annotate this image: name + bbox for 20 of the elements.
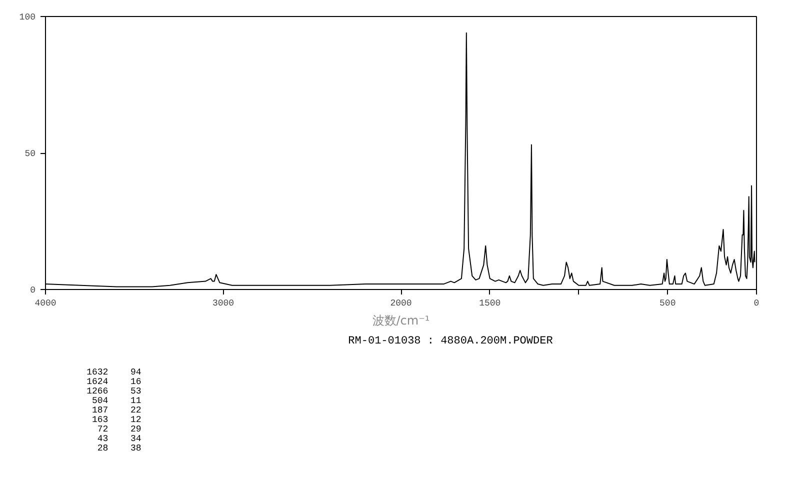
text: 163 12 <box>92 415 142 425</box>
text: RM-01-01038 : 4880A.200M.POWDER <box>348 336 554 348</box>
x-tick-label: 0 <box>754 298 760 308</box>
x-tick-label: 500 <box>660 298 676 308</box>
text: 1632 94 <box>86 368 142 378</box>
y-tick-label: 100 <box>19 12 36 22</box>
text: 504 11 <box>92 396 142 406</box>
x-tick-label: 3000 <box>212 298 234 308</box>
x-tick-label: 2000 <box>390 298 412 308</box>
text: 28 38 <box>97 444 142 454</box>
x-tick-label: 4000 <box>34 298 56 308</box>
text: 187 22 <box>92 406 142 416</box>
text: 1624 16 <box>86 377 142 387</box>
x-axis-title: 波数/cm⁻¹ <box>372 314 430 328</box>
y-tick-label: 0 <box>30 286 36 296</box>
text: 72 29 <box>97 424 142 434</box>
text: 1266 53 <box>86 386 142 396</box>
x-tick-label: 1500 <box>479 298 501 308</box>
text: 43 34 <box>97 434 142 444</box>
y-tick-label: 50 <box>24 149 36 159</box>
